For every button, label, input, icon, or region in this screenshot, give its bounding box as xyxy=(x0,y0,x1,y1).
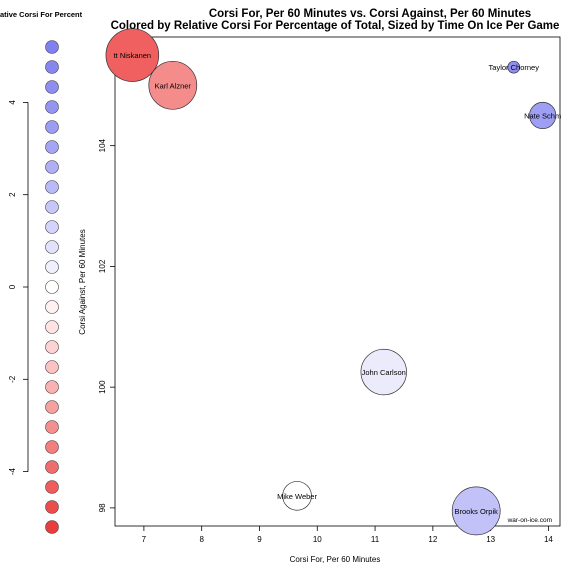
chart-title: Corsi For, Per 60 Minutes vs. Corsi Agai… xyxy=(209,8,531,20)
legend-swatch xyxy=(45,460,59,474)
player-bubble xyxy=(507,60,521,74)
y-tick-label: 104 xyxy=(98,138,107,152)
x-tick-label: 10 xyxy=(313,535,322,544)
legend-swatch xyxy=(45,520,59,534)
legend-swatch xyxy=(45,440,59,454)
legend-title: ative Corsi For Percent xyxy=(0,10,83,19)
legend-swatch xyxy=(45,240,59,254)
x-tick-label: 14 xyxy=(544,535,553,544)
player-label: Karl Alzner xyxy=(155,81,192,90)
legend-swatch xyxy=(45,140,59,154)
legend-swatch xyxy=(45,260,59,274)
legend-swatches xyxy=(45,40,59,534)
legend-swatch xyxy=(45,180,59,194)
legend-tick-label: 0 xyxy=(8,284,17,289)
legend-swatch xyxy=(45,280,59,294)
player-label: Taylor Chorney xyxy=(489,63,540,72)
legend-swatch xyxy=(45,340,59,354)
y-tick-label: 102 xyxy=(98,259,107,273)
player-label: Mike Weber xyxy=(277,492,317,501)
plot-border xyxy=(114,36,561,527)
player-bubble xyxy=(529,101,557,130)
player-label: John Carlson xyxy=(362,368,406,377)
y-axis-label: Corsi Against, Per 60 Minutes xyxy=(78,229,87,334)
legend-swatch xyxy=(45,160,59,174)
legend-swatch xyxy=(45,100,59,114)
player-bubble xyxy=(282,481,312,511)
x-tick-label: 9 xyxy=(257,535,262,544)
legend-swatch xyxy=(45,300,59,314)
legend-swatch xyxy=(45,220,59,234)
player-label: Brooks Orpik xyxy=(455,507,499,516)
legend-tick-label: 4 xyxy=(8,100,17,105)
legend-tick-label: 2 xyxy=(8,192,17,197)
legend-swatch xyxy=(45,40,59,54)
legend-swatch xyxy=(45,80,59,94)
legend-tick-label: -4 xyxy=(8,468,17,476)
legend-tick-label: -2 xyxy=(8,375,17,383)
legend-swatch xyxy=(45,60,59,74)
y-tick-label: 100 xyxy=(98,380,107,394)
legend-swatch xyxy=(45,420,59,434)
legend-swatch xyxy=(45,480,59,494)
x-tick-label: 8 xyxy=(199,535,204,544)
legend-swatch xyxy=(45,200,59,214)
player-label: tt Niskanen xyxy=(114,51,152,60)
legend-swatch xyxy=(45,360,59,374)
plot-area: 7 8 9 10 11 12 13 14 98 100 102 104 tt Niskanen Kar… xyxy=(98,28,561,544)
y-axis: 98 100 102 104 xyxy=(98,138,115,512)
chart-subtitle: Colored by Relative Corsi For Percentage… xyxy=(111,20,560,32)
x-tick-label: 7 xyxy=(142,535,147,544)
player-label: Nate Schm xyxy=(524,111,561,120)
x-tick-label: 13 xyxy=(486,535,495,544)
legend-swatch xyxy=(45,400,59,414)
player-bubble xyxy=(360,348,407,396)
player-bubble xyxy=(148,60,198,110)
x-axis-label: Corsi For, Per 60 Minutes xyxy=(290,555,381,564)
legend-swatch xyxy=(45,380,59,394)
y-tick-label: 98 xyxy=(98,503,107,512)
x-tick-label: 12 xyxy=(428,535,437,544)
color-legend: ative Corsi For Percent 4 2 0 -2 -4 xyxy=(0,10,83,534)
x-axis: 7 8 9 10 11 12 13 14 xyxy=(142,526,553,544)
legend-swatch xyxy=(45,120,59,134)
legend-ticks: 4 2 0 -2 -4 xyxy=(8,100,28,476)
player-bubble xyxy=(451,486,501,536)
player-bubble xyxy=(105,28,160,82)
legend-swatch xyxy=(45,500,59,514)
x-tick-label: 11 xyxy=(371,535,380,544)
legend-swatch xyxy=(45,320,59,334)
credit-text: war-on-ice.com xyxy=(507,517,552,524)
bubbles: tt Niskanen Karl Alzner Taylor Chorney Nate… xyxy=(105,28,561,536)
